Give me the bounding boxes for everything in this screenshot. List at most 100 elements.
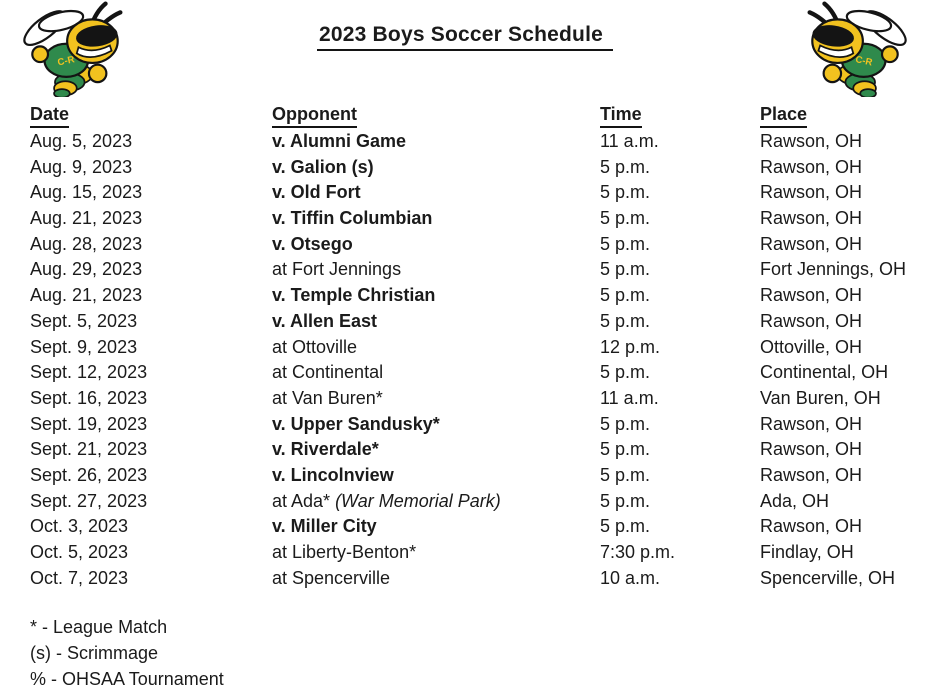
logo-initials: C-R <box>57 54 76 68</box>
time-cell: 5 p.m. <box>600 285 651 306</box>
place-cell: Rawson, OH <box>760 182 863 203</box>
opponent-text: at Van Buren* <box>272 387 383 408</box>
legend-scrimmage: (s) - Scrimmage <box>30 643 159 663</box>
yellowjacket-icon: C-R <box>23 1 123 99</box>
place-cell: Rawson, OH <box>760 310 863 331</box>
opponent-cell: at Ada* (War Memorial Park) <box>272 491 600 512</box>
opponent-cell: v. Riverdale* <box>272 439 600 460</box>
schedule-table: Date Opponent Time Place Aug. 5, 2023 v.… <box>30 103 930 591</box>
date-cell: Aug. 21, 2023 <box>30 208 143 229</box>
place-cell: Spencerville, OH <box>760 567 896 588</box>
opponent-cell: v. Galion (s) <box>272 157 600 178</box>
opponent-cell: v. Lincolnview <box>272 465 600 486</box>
opponent-text: v. Allen East <box>272 310 378 331</box>
time-cell: 5 p.m. <box>600 413 651 434</box>
opponent-cell: at Continental <box>272 362 600 383</box>
time-cell: 12 p.m. <box>600 336 661 357</box>
time-cell: 10 a.m. <box>600 567 661 588</box>
opponent-text: at Ada* <box>272 490 331 511</box>
opponent-text: at Continental <box>272 362 384 383</box>
date-cell: Aug. 9, 2023 <box>30 156 133 177</box>
time-cell: 5 p.m. <box>600 439 651 460</box>
date-cell: Oct. 5, 2023 <box>30 542 129 563</box>
opponent-cell: at Van Buren* <box>272 388 600 409</box>
time-cell: 5 p.m. <box>600 464 651 485</box>
date-cell: Aug. 15, 2023 <box>30 182 143 203</box>
table-row: Oct. 3, 2023 v. Miller City 5 p.m. Rawso… <box>30 514 930 540</box>
yellowjacket-icon: C-R <box>807 1 907 99</box>
page-title: 2023 Boys Soccer Schedule <box>317 23 613 51</box>
opponent-cell: v. Otsego <box>272 234 600 255</box>
place-cell: Rawson, OH <box>760 516 863 537</box>
logo-initials: C-R <box>854 54 873 68</box>
opponent-cell: v. Allen East <box>272 311 600 332</box>
opponent-text: v. Tiffin Columbian <box>272 208 433 229</box>
time-cell: 5 p.m. <box>600 259 651 280</box>
opponent-cell: at Spencerville <box>272 568 600 589</box>
time-cell: 11 a.m. <box>600 387 659 408</box>
date-cell: Sept. 21, 2023 <box>30 439 148 460</box>
header-time: Time <box>600 104 760 128</box>
table-row: Oct. 5, 2023 at Liberty-Benton* 7:30 p.m… <box>30 540 930 566</box>
date-cell: Oct. 3, 2023 <box>30 516 129 537</box>
place-cell: Van Buren, OH <box>760 387 881 408</box>
table-header-row: Date Opponent Time Place <box>30 103 930 129</box>
header-date: Date <box>30 104 272 128</box>
table-row: Sept. 5, 2023 v. Allen East 5 p.m. Rawso… <box>30 309 930 335</box>
date-cell: Sept. 9, 2023 <box>30 336 138 357</box>
place-cell: Rawson, OH <box>760 208 863 229</box>
table-row: Aug. 29, 2023 at Fort Jennings 5 p.m. Fo… <box>30 257 930 283</box>
opponent-text: v. Lincolnview <box>272 464 394 485</box>
time-cell: 5 p.m. <box>600 182 651 203</box>
opponent-text: v. Upper Sandusky* <box>272 413 440 434</box>
time-cell: 5 p.m. <box>600 516 651 537</box>
legend-league-match: * - League Match <box>30 617 168 637</box>
place-cell: Ottoville, OH <box>760 336 863 357</box>
place-cell: Rawson, OH <box>760 233 863 254</box>
opponent-text: v. Miller City <box>272 516 377 537</box>
table-body: Aug. 5, 2023 v. Alumni Game 11 a.m. Raws… <box>30 129 930 591</box>
time-cell: 5 p.m. <box>600 310 651 331</box>
date-cell: Aug. 29, 2023 <box>30 259 143 280</box>
place-cell: Rawson, OH <box>760 464 863 485</box>
opponent-text: v. Alumni Game <box>272 131 407 152</box>
table-row: Aug. 5, 2023 v. Alumni Game 11 a.m. Raws… <box>30 129 930 155</box>
opponent-cell: at Liberty-Benton* <box>272 542 600 563</box>
opponent-text: at Liberty-Benton* <box>272 542 417 563</box>
table-row: Sept. 21, 2023 v. Riverdale* 5 p.m. Raws… <box>30 437 930 463</box>
time-cell: 5 p.m. <box>600 208 651 229</box>
opponent-text: v. Galion (s) <box>272 156 374 177</box>
opponent-text: at Fort Jennings <box>272 259 402 280</box>
place-cell: Rawson, OH <box>760 413 863 434</box>
opponent-text: at Ottoville <box>272 336 358 357</box>
date-cell: Sept. 16, 2023 <box>30 387 148 408</box>
place-cell: Ada, OH <box>760 490 830 511</box>
mascot-logo-right: C-R <box>794 1 916 102</box>
mascot-logo-left: C-R <box>14 1 136 102</box>
time-cell: 5 p.m. <box>600 362 651 383</box>
date-cell: Sept. 27, 2023 <box>30 490 148 511</box>
legend-ohsaa-tournament: % - OHSAA Tournament <box>30 669 224 689</box>
opponent-text: at Spencerville <box>272 567 391 588</box>
opponent-note: (War Memorial Park) <box>330 490 501 511</box>
table-row: Sept. 19, 2023 v. Upper Sandusky* 5 p.m.… <box>30 411 930 437</box>
opponent-cell: v. Tiffin Columbian <box>272 208 600 229</box>
opponent-text: v. Riverdale* <box>272 439 379 460</box>
table-row: Sept. 26, 2023 v. Lincolnview 5 p.m. Raw… <box>30 463 930 489</box>
date-cell: Aug. 28, 2023 <box>30 233 143 254</box>
time-cell: 11 a.m. <box>600 131 659 152</box>
date-cell: Sept. 12, 2023 <box>30 362 148 383</box>
date-cell: Sept. 19, 2023 <box>30 413 148 434</box>
date-cell: Aug. 21, 2023 <box>30 285 143 306</box>
opponent-text: v. Temple Christian <box>272 285 436 306</box>
opponent-cell: v. Alumni Game <box>272 131 600 152</box>
time-cell: 7:30 p.m. <box>600 542 676 563</box>
table-row: Aug. 9, 2023 v. Galion (s) 5 p.m. Rawson… <box>30 154 930 180</box>
table-row: Sept. 16, 2023 at Van Buren* 11 a.m. Van… <box>30 386 930 412</box>
time-cell: 5 p.m. <box>600 490 651 511</box>
header-place: Place <box>760 104 930 128</box>
opponent-cell: v. Old Fort <box>272 182 600 203</box>
opponent-cell: v. Miller City <box>272 516 600 537</box>
opponent-text: v. Otsego <box>272 233 353 254</box>
